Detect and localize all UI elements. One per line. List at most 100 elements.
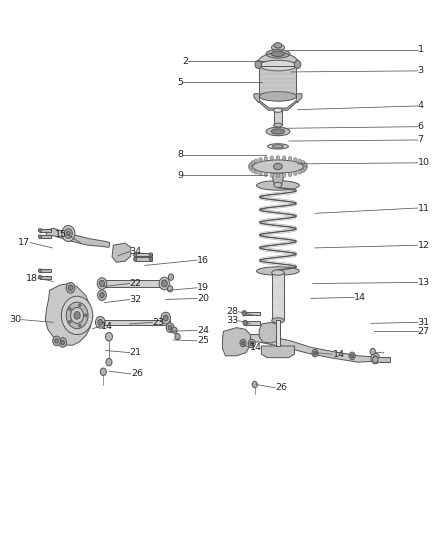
Ellipse shape: [253, 160, 303, 173]
Ellipse shape: [106, 359, 112, 366]
Ellipse shape: [39, 229, 42, 232]
Ellipse shape: [314, 351, 317, 355]
Ellipse shape: [298, 159, 301, 163]
Ellipse shape: [74, 312, 80, 319]
Ellipse shape: [254, 170, 258, 174]
Text: 24: 24: [197, 326, 209, 335]
Polygon shape: [45, 284, 92, 345]
Ellipse shape: [251, 160, 254, 165]
Text: 23: 23: [152, 318, 165, 327]
Bar: [102, 280, 165, 287]
Bar: [272, 272, 284, 320]
Polygon shape: [272, 173, 285, 185]
Text: 21: 21: [130, 348, 141, 357]
Polygon shape: [261, 346, 294, 358]
Ellipse shape: [257, 181, 299, 190]
Ellipse shape: [62, 225, 75, 241]
Bar: [135, 257, 152, 261]
Ellipse shape: [248, 340, 255, 348]
Text: 11: 11: [418, 204, 430, 213]
Ellipse shape: [301, 168, 305, 173]
Ellipse shape: [53, 336, 60, 346]
Ellipse shape: [257, 266, 299, 275]
Ellipse shape: [274, 43, 282, 48]
Ellipse shape: [293, 158, 297, 162]
Ellipse shape: [78, 324, 81, 327]
Ellipse shape: [254, 159, 258, 163]
Text: 18: 18: [26, 273, 38, 282]
Text: 33: 33: [226, 316, 239, 325]
Ellipse shape: [298, 170, 301, 174]
Text: 4: 4: [418, 101, 424, 110]
Ellipse shape: [167, 286, 173, 292]
Ellipse shape: [39, 235, 42, 239]
Ellipse shape: [241, 341, 244, 345]
Ellipse shape: [283, 173, 286, 177]
Ellipse shape: [149, 253, 152, 257]
Ellipse shape: [175, 334, 180, 340]
Ellipse shape: [243, 320, 247, 326]
Ellipse shape: [373, 357, 378, 363]
Ellipse shape: [98, 319, 102, 325]
Ellipse shape: [168, 325, 172, 330]
Ellipse shape: [100, 368, 106, 375]
Ellipse shape: [274, 164, 283, 169]
Ellipse shape: [248, 165, 252, 168]
Ellipse shape: [272, 270, 284, 275]
Bar: [259, 66, 297, 96]
Ellipse shape: [39, 275, 42, 279]
Bar: [274, 110, 282, 125]
Ellipse shape: [67, 231, 70, 236]
Ellipse shape: [252, 381, 258, 387]
Ellipse shape: [272, 44, 285, 51]
Ellipse shape: [95, 317, 105, 328]
Ellipse shape: [351, 354, 354, 358]
Ellipse shape: [166, 323, 174, 333]
Polygon shape: [112, 243, 131, 262]
Ellipse shape: [134, 253, 137, 257]
Text: 20: 20: [197, 294, 209, 303]
Text: 34: 34: [130, 247, 141, 256]
Ellipse shape: [294, 61, 301, 68]
Text: 2: 2: [183, 57, 188, 66]
Ellipse shape: [304, 166, 307, 171]
Ellipse shape: [264, 172, 268, 176]
Text: 30: 30: [10, 315, 21, 324]
Ellipse shape: [304, 163, 307, 167]
Text: 31: 31: [418, 318, 430, 327]
Ellipse shape: [288, 157, 292, 161]
Bar: [276, 320, 280, 346]
Text: 19: 19: [197, 283, 209, 292]
Ellipse shape: [69, 308, 71, 311]
Polygon shape: [227, 335, 375, 362]
Ellipse shape: [272, 145, 283, 148]
Ellipse shape: [272, 51, 285, 56]
Ellipse shape: [373, 356, 378, 361]
Ellipse shape: [276, 156, 280, 160]
Text: 15: 15: [55, 230, 67, 239]
Ellipse shape: [293, 171, 297, 175]
Text: 5: 5: [177, 77, 183, 86]
Ellipse shape: [259, 158, 262, 162]
Ellipse shape: [97, 278, 107, 289]
Bar: [40, 229, 51, 232]
Ellipse shape: [106, 333, 113, 341]
Ellipse shape: [68, 285, 73, 290]
Ellipse shape: [301, 160, 305, 165]
Ellipse shape: [64, 229, 72, 238]
Ellipse shape: [268, 144, 288, 149]
Ellipse shape: [274, 108, 282, 112]
Ellipse shape: [99, 280, 105, 287]
Text: 32: 32: [130, 295, 141, 304]
Ellipse shape: [264, 157, 268, 161]
Ellipse shape: [283, 156, 286, 160]
Text: 28: 28: [226, 307, 239, 316]
Ellipse shape: [69, 320, 71, 323]
Ellipse shape: [274, 182, 282, 188]
Text: 8: 8: [177, 150, 183, 159]
Polygon shape: [46, 228, 110, 247]
Ellipse shape: [249, 166, 252, 171]
Ellipse shape: [242, 311, 247, 316]
Text: 14: 14: [101, 321, 113, 330]
Ellipse shape: [159, 277, 170, 290]
